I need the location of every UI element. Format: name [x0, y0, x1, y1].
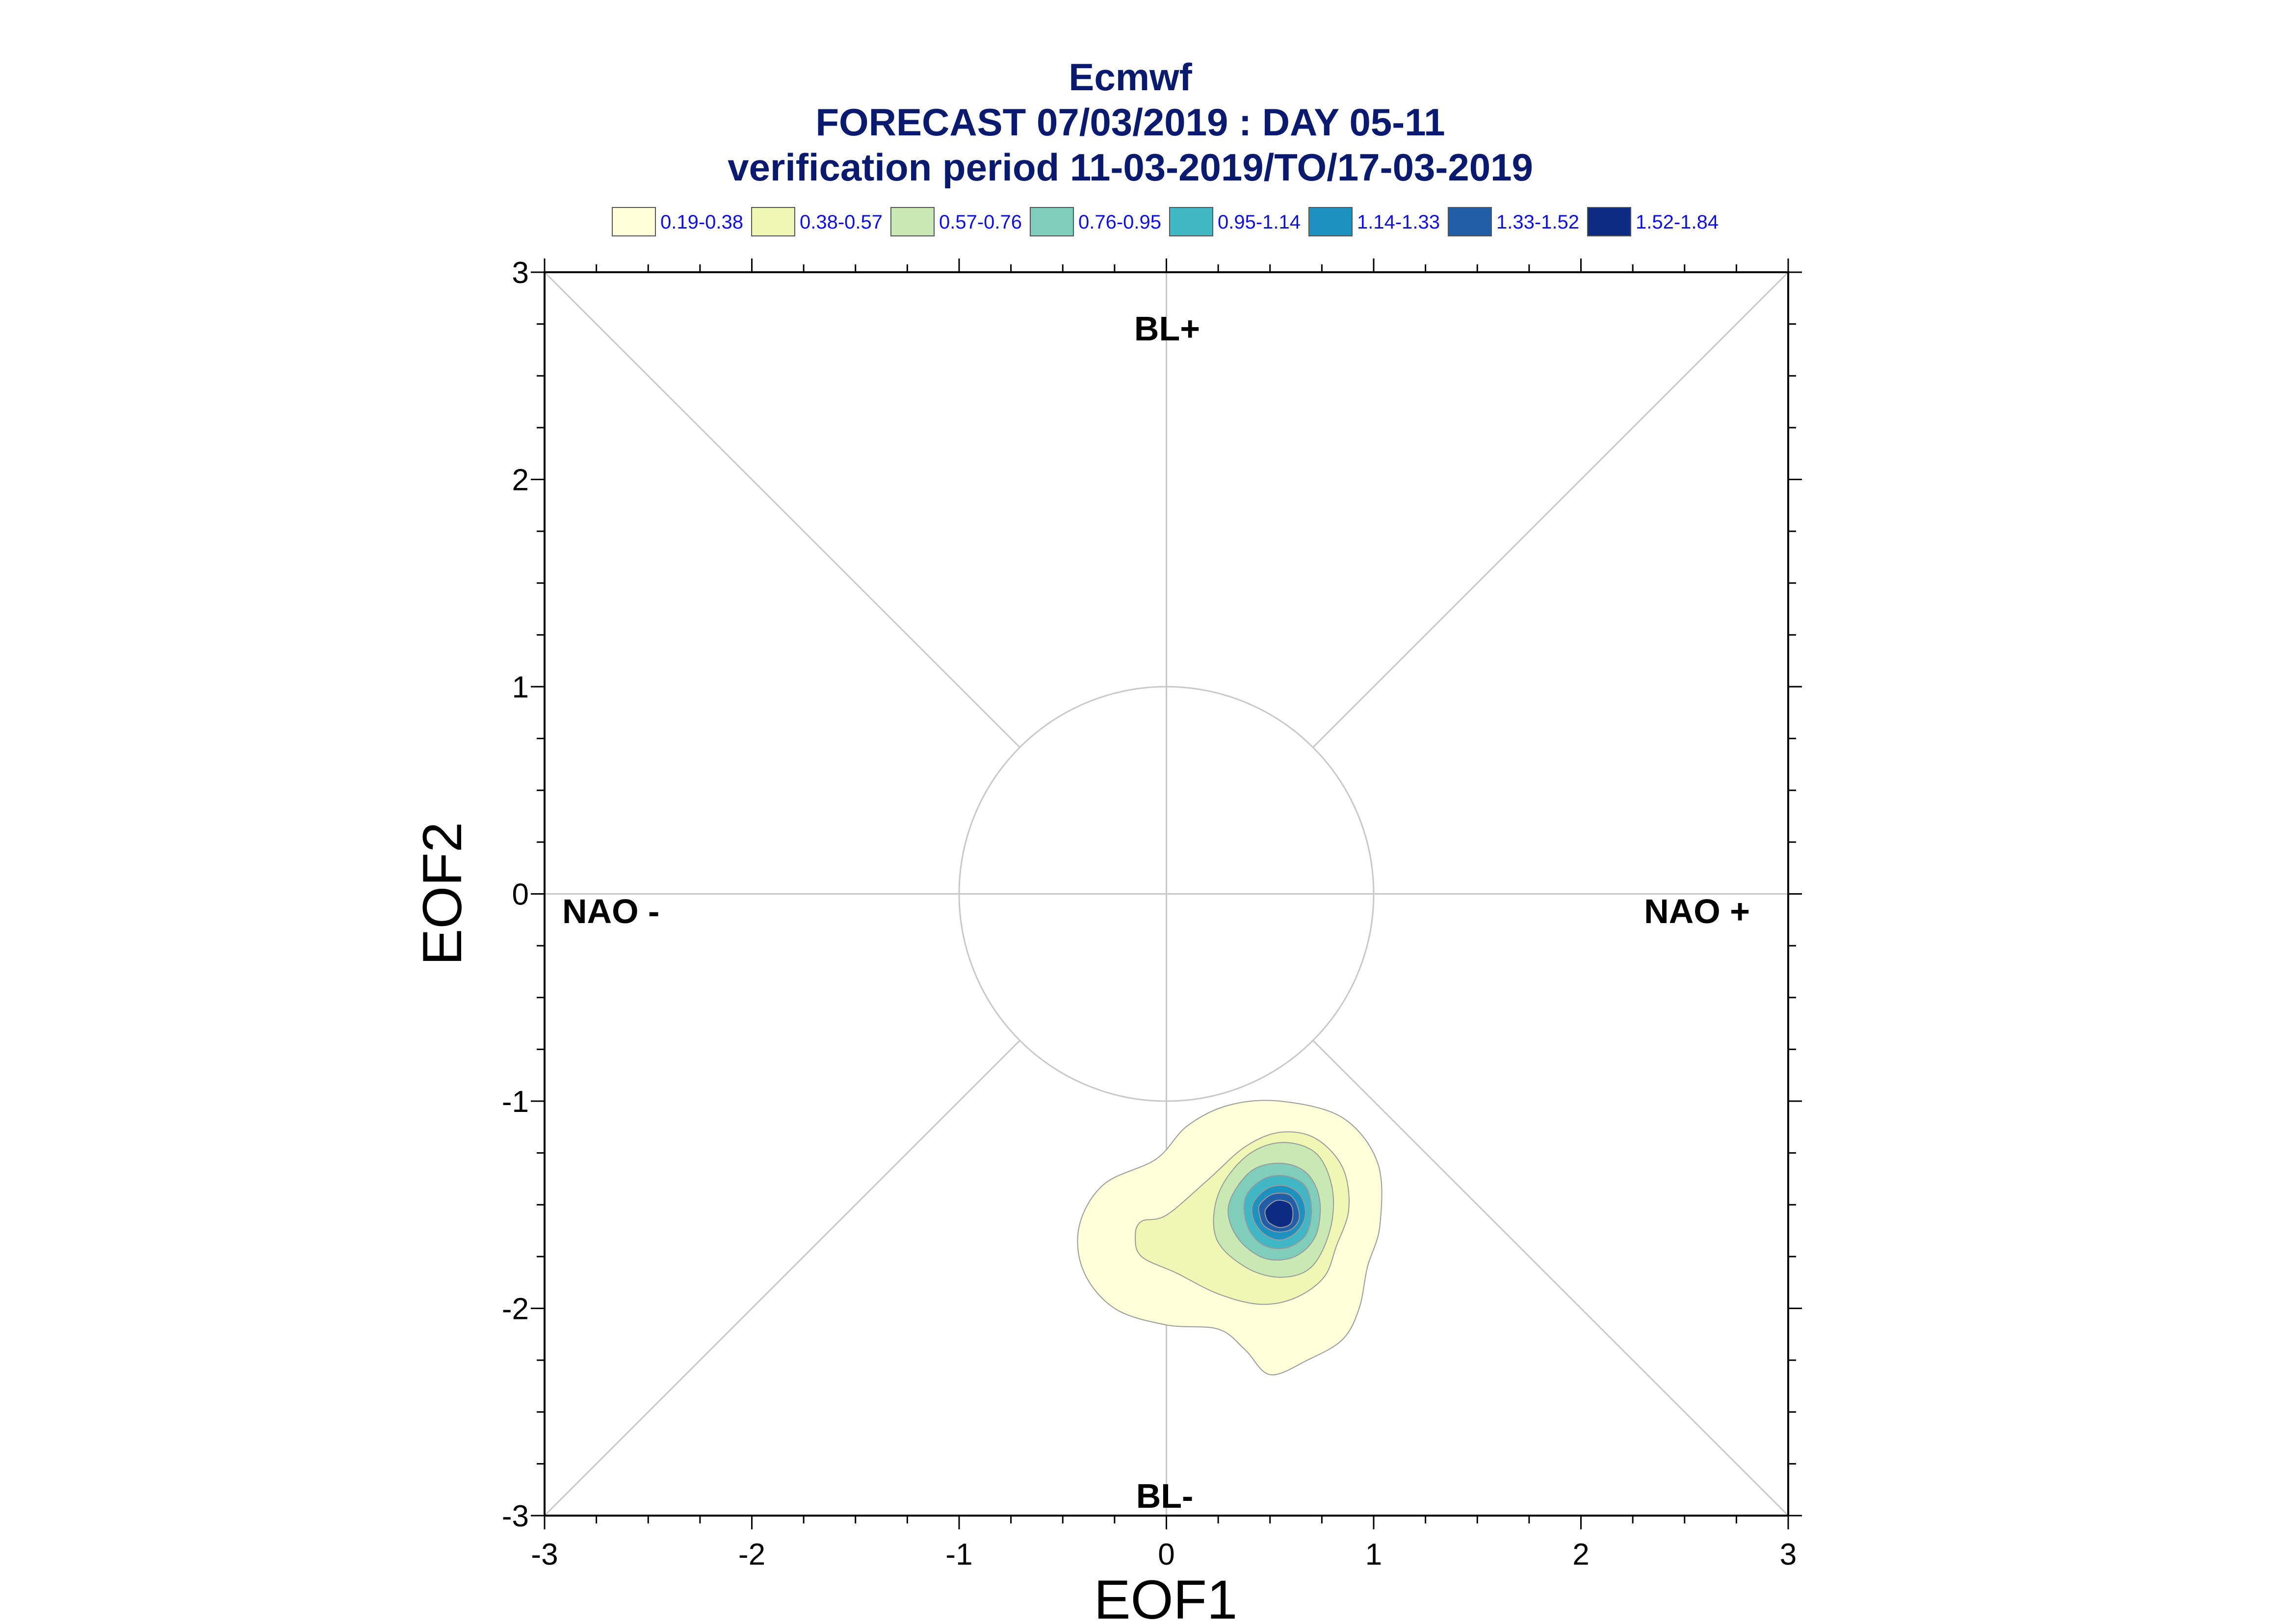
sector-label-nao-plus: NAO +: [1644, 892, 1750, 930]
x-tick-label: 2: [1572, 1538, 1589, 1572]
guide-lines: [544, 271, 1789, 1517]
plot-area: -3 -2 -1 0 1 2 3 -3 -2 -1 0 1 2 3: [502, 256, 1802, 1572]
legend-label-4: 0.76-0.95: [1078, 211, 1161, 233]
density-contours: [1077, 1100, 1382, 1376]
legend-swatch-4: [1030, 207, 1074, 236]
y-axis-label: EOF2: [412, 822, 473, 966]
y-tick-label: -2: [502, 1292, 529, 1326]
sector-label-bl-minus: BL-: [1136, 1477, 1194, 1515]
legend-label-1: 0.19-0.38: [660, 211, 743, 233]
chart-subtitle-verification: verification period 11-03-2019/TO/17-03-…: [728, 146, 1533, 189]
x-tick-label: 0: [1158, 1538, 1174, 1572]
axis-ticks: -3 -2 -1 0 1 2 3 -3 -2 -1 0 1 2 3: [502, 256, 1802, 1572]
legend-swatch-2: [751, 207, 795, 236]
diagonal-line-3: [544, 1040, 1020, 1517]
contour-level-8: [1264, 1200, 1294, 1228]
y-tick-label: 2: [512, 464, 529, 497]
legend-swatch-1: [612, 207, 656, 236]
legend-swatch-6: [1308, 207, 1353, 236]
legend-swatch-3: [890, 207, 935, 236]
sector-label-nao-minus: NAO -: [562, 892, 659, 930]
y-tick-label: 1: [512, 670, 529, 704]
diagonal-line-2: [1312, 271, 1789, 748]
x-tick-label: 3: [1780, 1538, 1797, 1572]
y-tick-label: 0: [512, 878, 529, 912]
y-tick-label: -1: [502, 1085, 529, 1119]
legend-swatch-7: [1448, 207, 1492, 236]
legend: 0.19-0.38 0.38-0.57 0.57-0.76 0.76-0.95 0.95…: [612, 207, 1719, 236]
legend-label-8: 1.52-1.84: [1636, 211, 1719, 233]
x-tick-label: -2: [738, 1538, 765, 1572]
legend-label-2: 0.38-0.57: [800, 211, 883, 233]
diagonal-line-1: [544, 271, 1020, 748]
y-tick-label: -3: [502, 1499, 529, 1533]
legend-label-7: 1.33-1.52: [1496, 211, 1579, 233]
legend-label-5: 0.95-1.14: [1218, 211, 1301, 233]
x-axis-label: EOF1: [1094, 1569, 1238, 1624]
legend-label-3: 0.57-0.76: [939, 211, 1022, 233]
legend-label-6: 1.14-1.33: [1357, 211, 1440, 233]
legend-swatch-8: [1587, 207, 1631, 236]
legend-swatch-5: [1169, 207, 1213, 236]
reference-circle: [958, 686, 1375, 1102]
chart-title: Ecmwf: [1069, 55, 1192, 99]
chart-subtitle: FORECAST 07/03/2019 : DAY 05-11: [815, 101, 1445, 144]
x-tick-label: -3: [531, 1538, 558, 1572]
diagonal-line-4: [1312, 1040, 1789, 1517]
x-tick-label: -1: [945, 1538, 972, 1572]
y-tick-label: 3: [512, 256, 529, 290]
x-tick-label: 1: [1365, 1538, 1382, 1572]
sector-label-bl-plus: BL+: [1134, 309, 1200, 348]
